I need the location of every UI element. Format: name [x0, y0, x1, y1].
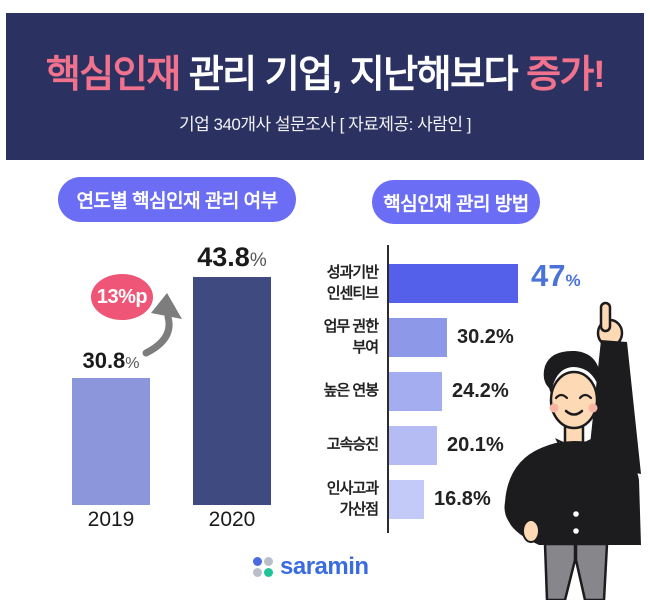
chart-axis-line [387, 245, 389, 533]
year-label-2020: 2020 [208, 508, 256, 531]
category-label: 고속승진 [326, 436, 379, 454]
value-2020: 43.8% [197, 242, 267, 272]
page-title: 핵심인재 관리 기업, 지난해보다 증가! [45, 43, 606, 98]
bar-value: 20.1% [447, 434, 504, 456]
saramin-logo: saramin [253, 553, 369, 581]
bar-value: 47% [531, 258, 581, 293]
mascot-illustration [504, 301, 641, 600]
category-label: 높은 연봉 [323, 382, 379, 400]
right-chart-title: 핵심인재 관리 방법 [372, 180, 540, 224]
bar-2019 [72, 378, 150, 505]
value-2019: 30.8% [82, 348, 140, 373]
category-label: 성과기반 인센티브 [326, 264, 379, 302]
survey-subtitle: 기업 340개사 설문조사 [ 자료제공: 사람인 ] [179, 114, 471, 134]
header-banner: 핵심인재 관리 기업, 지난해보다 증가! 기업 340개사 설문조사 [ 자료… [6, 13, 644, 160]
bar-value: 24.2% [452, 380, 509, 402]
category-label: 업무 권한 부여 [323, 318, 379, 356]
increase-arrow-icon [142, 293, 182, 357]
hbar-authority [389, 318, 447, 357]
year-label-2019: 2019 [87, 508, 135, 531]
category-label: 인사고과 가산점 [326, 480, 379, 518]
saramin-logo-icon [253, 557, 273, 577]
bar-2020 [193, 277, 271, 505]
title-main: 관리 기업, 지난해보다 [179, 53, 527, 96]
increase-badge: 13%p [91, 274, 153, 320]
left-chart-title: 연도별 핵심인재 관리 여부 [58, 177, 296, 222]
bar-value: 16.8% [434, 488, 491, 510]
hbar-incentive [389, 264, 518, 303]
hbar-appraisal [389, 480, 424, 519]
bar-value: 30.2% [457, 326, 514, 348]
title-accent-1: 핵심인재 [45, 53, 181, 96]
saramin-logo-text: saramin [280, 553, 369, 580]
hbar-salary [389, 372, 442, 411]
hbar-promotion [389, 426, 437, 465]
title-accent-2: 증가! [526, 53, 606, 96]
